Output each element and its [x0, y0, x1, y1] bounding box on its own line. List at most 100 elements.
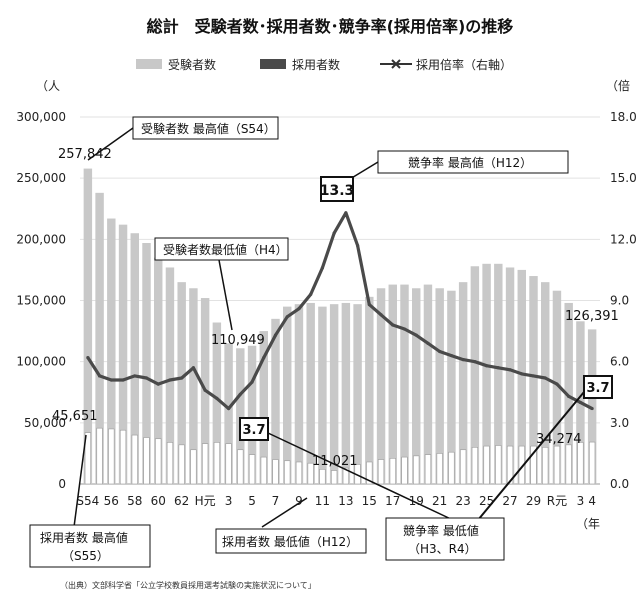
ratio-point [402, 327, 407, 331]
x-tick-label: R元 [547, 494, 567, 508]
bar-hires [202, 443, 209, 485]
box-min-applicants [154, 237, 289, 261]
box-ratio-min-r4 [583, 375, 613, 399]
bar-applicants [259, 331, 268, 484]
ratio-point [520, 372, 524, 376]
ratio-point [133, 374, 137, 378]
x-tick-label: 9 [295, 494, 303, 508]
ratio-point [250, 380, 254, 384]
legend-label-ratio: 採用倍率（右軸） [416, 57, 512, 72]
ratio-point [203, 388, 207, 392]
x-tick-label: 21 [432, 494, 447, 508]
bar-hires [436, 453, 443, 485]
box-max-ratio-text: 競争率 最高値（H12） [408, 155, 532, 170]
y-right-ticks: 0.0 3.0 6.0 9.0 12.0 15.0 18.0 [610, 110, 637, 491]
bar-hires [542, 446, 549, 485]
bar-applicants [95, 192, 104, 484]
bar-applicants [353, 304, 362, 484]
legend-label-applicants: 受験者数 [168, 57, 216, 72]
bar-applicants [318, 306, 327, 484]
bar-applicants [283, 306, 292, 484]
ratio-point [508, 368, 512, 372]
label-max-applicants: 257,842 [58, 147, 112, 162]
y-right-tick-label: 12.0 [610, 232, 637, 246]
bar-applicants [247, 345, 257, 484]
bar-applicants [494, 263, 503, 484]
bar-applicants [118, 224, 128, 485]
x-tick-label: 3 [577, 494, 585, 508]
x-tick-label: 7 [272, 494, 280, 508]
bar-hires [178, 444, 185, 485]
bar-applicants [189, 288, 198, 484]
leader-max-ratio [349, 161, 379, 180]
ratio-point [332, 231, 336, 235]
ratio-point [297, 307, 301, 311]
ratio-point [97, 374, 102, 378]
x-tick-label: S54 [76, 494, 99, 508]
ratio-line [86, 211, 593, 411]
ratio-point [320, 266, 325, 270]
bar-hires [460, 449, 467, 485]
bar-applicants [306, 302, 315, 484]
label-last-hires: 34,274 [536, 432, 582, 447]
ratio-point [168, 378, 172, 382]
x-tick-label: 56 [104, 494, 119, 508]
x-tick-label: 11 [315, 494, 330, 508]
ratio-point [496, 366, 500, 370]
ratio-point [531, 374, 536, 378]
ratio-point [567, 394, 571, 398]
box-min-hires-text: 採用者数 最低値（H12） [222, 534, 358, 549]
ratio-point [461, 358, 465, 362]
legend-swatch-hires [260, 59, 286, 69]
bar-hires [483, 445, 490, 485]
bar-hires [143, 437, 150, 485]
bar-applicants [564, 302, 573, 484]
bar-applicants [482, 263, 491, 484]
y-right-tick-label: 3.0 [610, 416, 629, 430]
ratio-point [285, 315, 289, 319]
x-tick-label: 27 [502, 494, 517, 508]
bar-applicants [541, 282, 550, 484]
bar-hires [389, 458, 396, 485]
ratio-point [262, 355, 266, 360]
y-left-tick-label: 0 [58, 477, 66, 491]
box-min-ratio-line2: （H3、R4） [408, 542, 477, 556]
y-left-tick-label: 200,000 [16, 232, 66, 246]
bars-applicants [83, 168, 597, 485]
ratio-point [344, 211, 348, 215]
bar-hires [190, 449, 197, 485]
ratio-point [86, 355, 90, 360]
ratio-point [578, 400, 583, 405]
bar-hires [260, 456, 267, 485]
x-tick-label: 60 [151, 494, 166, 508]
bar-hires [96, 427, 103, 485]
bar-hires [577, 442, 584, 485]
leader-max-hires [73, 434, 87, 528]
x-tick-label: 5 [248, 494, 256, 508]
bar-hires [84, 432, 91, 485]
legend-label-hires: 採用者数 [292, 57, 340, 72]
ratio-point [309, 292, 313, 296]
box-max-applicants [132, 116, 279, 140]
bar-applicants [388, 284, 397, 484]
box-min-applicants-text: 受験者数最低値（H4） [163, 242, 288, 257]
bar-hires [319, 469, 326, 485]
y-left-tick-label: 250,000 [16, 171, 66, 185]
ratio-point [215, 396, 219, 400]
box-ratio-peak [320, 176, 354, 202]
bar-hires [553, 445, 561, 485]
ratio-point [144, 376, 149, 380]
box-min-ratio [385, 517, 505, 561]
bar-applicants [365, 296, 374, 484]
bar-applicants [212, 322, 222, 484]
ratio-point [367, 302, 371, 307]
bar-hires [166, 442, 174, 485]
ratio-point [590, 406, 594, 411]
bar-applicants [505, 267, 515, 484]
bar-hires [589, 441, 596, 485]
ratio-point [355, 243, 360, 248]
leader-min-hires [261, 497, 308, 528]
ratio-point [156, 382, 160, 386]
bar-applicants [412, 288, 421, 484]
bar-hires [565, 444, 572, 485]
